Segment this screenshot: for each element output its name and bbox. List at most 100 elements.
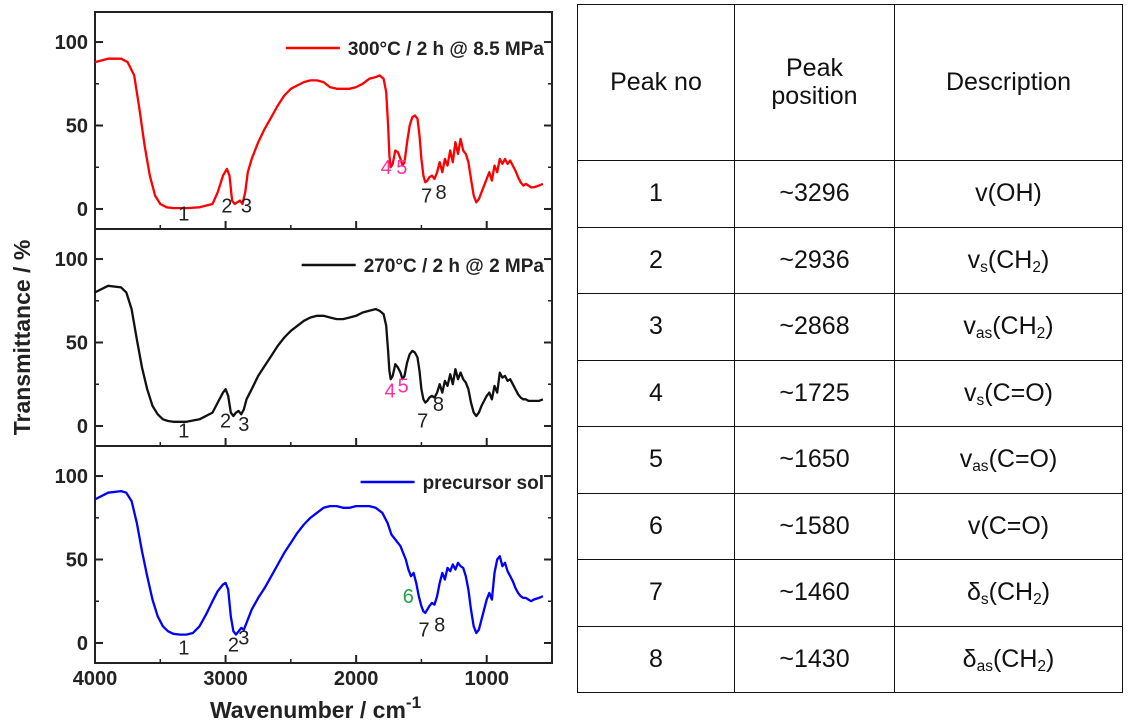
peak-assignment-table: Peak no Peak position Description 1 ~3296 v… [577, 4, 1123, 693]
peak-label: 3 [238, 414, 249, 436]
peak-position-cell: ~2868 [734, 293, 895, 361]
legend-label: precursor sol [423, 473, 544, 494]
y-tick-label: 100 [55, 466, 88, 488]
description-part: ) [1045, 312, 1054, 341]
y-tick-label: 0 [77, 633, 88, 655]
y-tick-label: 50 [66, 116, 88, 138]
description-part: 2 [1033, 591, 1042, 609]
table-row: 2 ~2936 vs(CH2) [577, 226, 1123, 294]
table-row: 5 ~1650 vas(C=O) [577, 426, 1123, 494]
description-part: v(C=O) [967, 511, 1050, 540]
description-part: v [959, 445, 973, 474]
description-part: (C=O) [984, 378, 1053, 407]
peak-label: 1 [178, 421, 189, 443]
peak-label: 7 [418, 619, 429, 641]
legend-label: 270°C / 2 h @ 2 MPa [364, 256, 545, 277]
panel-frame [94, 445, 553, 664]
table-row: 3 ~2868 vas(CH2) [577, 293, 1123, 361]
description-part: as [972, 458, 989, 476]
peak-position-cell: ~2936 [734, 226, 895, 294]
peak-number-cell: 1 [577, 160, 735, 228]
table-row: 4 ~1725 vs(C=O) [577, 359, 1123, 427]
description-part: (CH [987, 245, 1033, 274]
ftir-chart-area: 0 50 100 300°C / 2 h @ 8.5 MPa 1 2 3 4 5 7 8 0 50 100… [9, 11, 553, 723]
description-part: (CH [992, 312, 1037, 341]
description-part: δ [962, 644, 977, 673]
spectrum-panel-1: 0 50 100 300°C / 2 h @ 8.5 MPa 1 2 3 4 57 8 [55, 11, 553, 230]
peak-label: 3 [238, 628, 249, 650]
peak-description-cell: δas(CH2) [894, 625, 1123, 693]
peak-position-cell: ~1650 [734, 426, 895, 494]
peak-description-cell: vas(C=O) [894, 426, 1123, 494]
description-part: 2 [1037, 657, 1047, 675]
description-part: ) [1046, 644, 1055, 673]
header-peak-position: Peak position [734, 4, 895, 161]
table-row: 6 ~1580 v(C=O) [577, 492, 1123, 560]
peak-label: 8 [434, 614, 445, 636]
description-part: (CH [992, 644, 1038, 673]
peak-position-cell: ~1430 [734, 625, 895, 693]
peak-description-cell: v(OH) [894, 160, 1123, 228]
peak-number-cell: 8 [577, 625, 735, 693]
peak-label: 7 [421, 185, 432, 207]
peak-description-cell: δs(CH2) [894, 559, 1123, 627]
peak-label: 1 [178, 638, 189, 660]
description-part: 2 [1036, 325, 1046, 343]
header-peak-no: Peak no [577, 4, 735, 161]
y-axis-title: Transmittance / % [9, 240, 35, 436]
peak-position-cell: ~1725 [734, 359, 895, 427]
y-tick-label: 0 [77, 416, 88, 438]
y-tick-label: 50 [66, 550, 88, 572]
peak-position-cell: ~1460 [734, 559, 895, 627]
description-part: as [975, 325, 993, 343]
x-tick-label: 4000 [73, 668, 118, 690]
peak-position-cell: ~3296 [734, 160, 895, 228]
table-row: 8 ~1430 δas(CH2) [577, 625, 1123, 693]
description-part: ) [1041, 578, 1051, 607]
peak-number-cell: 6 [577, 492, 735, 560]
legend-label: 300°C / 2 h @ 8.5 MPa [348, 39, 545, 60]
spectrum-line [94, 57, 544, 210]
x-axis-title: Wavenumber / cm-1 [210, 693, 421, 723]
peak-label: 4 [385, 381, 396, 403]
description-part: 2 [1032, 258, 1041, 276]
description-part: s [980, 258, 988, 276]
table-header-row: Peak no Peak position Description [577, 4, 1123, 161]
peak-description-cell: vs(C=O) [894, 359, 1123, 427]
peak-label: 7 [417, 411, 428, 433]
x-tick-label: 2000 [334, 668, 379, 690]
y-tick-label: 100 [55, 32, 88, 54]
peak-description-cell: vas(CH2) [894, 293, 1123, 361]
description-part: s [980, 591, 989, 609]
x-tick-label: 1000 [464, 668, 509, 690]
peak-description-cell: v(C=O) [894, 492, 1123, 560]
peak-label: 2 [220, 411, 231, 433]
description-part: v [963, 312, 976, 341]
spectrum-line [94, 489, 544, 636]
description-part: v [967, 245, 981, 274]
y-tick-label: 100 [55, 249, 88, 271]
peak-number-cell: 4 [577, 359, 735, 427]
peak-number-cell: 5 [577, 426, 735, 494]
peak-description-cell: vs(CH2) [894, 226, 1123, 294]
peak-label: 5 [396, 157, 407, 179]
description-part: s [976, 391, 985, 409]
peak-position-cell: ~1580 [734, 492, 895, 560]
peak-label: 2 [228, 634, 239, 656]
peak-label: 1 [178, 204, 189, 226]
description-part: ) [1040, 245, 1050, 274]
peak-number-cell: 3 [577, 293, 735, 361]
table-row: 1 ~3296 v(OH) [577, 160, 1123, 228]
spectrum-line [94, 284, 544, 423]
description-part: (C=O) [988, 445, 1058, 474]
description-part: as [976, 657, 993, 675]
peak-label: 3 [241, 195, 252, 217]
peak-number-cell: 7 [577, 559, 735, 627]
peak-label: 5 [398, 376, 409, 398]
spectrum-panel-2: 0 50 100 270°C / 2 h @ 2 MPa 1 2 3 4 578 [55, 228, 553, 447]
peak-label: 8 [435, 182, 446, 204]
description-part: δ [966, 578, 981, 607]
x-tick-label: 3000 [203, 668, 248, 690]
y-tick-label: 0 [77, 199, 88, 221]
